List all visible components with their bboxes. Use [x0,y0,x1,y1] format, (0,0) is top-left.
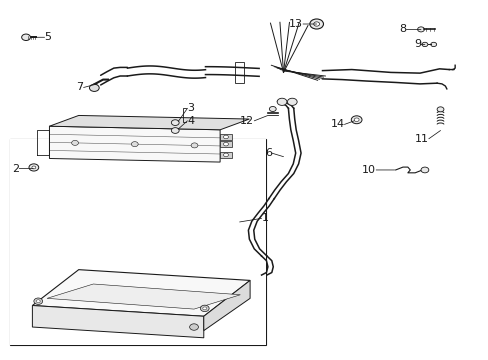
Circle shape [131,141,138,147]
Circle shape [309,19,323,29]
Polygon shape [47,284,240,309]
Polygon shape [203,280,249,330]
Circle shape [29,164,39,171]
Circle shape [350,116,361,124]
Circle shape [436,107,443,112]
Circle shape [171,120,179,126]
Circle shape [277,98,286,105]
Circle shape [36,300,40,303]
Text: 9: 9 [413,40,420,49]
Text: 7: 7 [76,82,83,93]
Text: 8: 8 [398,24,406,35]
Circle shape [203,307,206,310]
Circle shape [313,22,319,26]
Text: 10: 10 [362,165,375,175]
Circle shape [34,298,42,305]
Circle shape [32,166,36,169]
Circle shape [430,42,436,46]
Text: 14: 14 [330,120,344,129]
Bar [10,139,266,345]
Circle shape [223,153,228,157]
Bar [220,141,232,147]
Text: 1: 1 [261,213,268,223]
Circle shape [223,135,228,139]
Circle shape [189,324,198,330]
Text: 2: 2 [12,163,19,174]
Text: 6: 6 [264,148,271,158]
Polygon shape [49,126,220,162]
Circle shape [269,107,276,112]
Circle shape [89,84,99,91]
Circle shape [72,140,78,145]
Text: 12: 12 [240,116,254,126]
Circle shape [353,118,358,122]
Polygon shape [49,116,249,130]
Circle shape [420,167,428,173]
Text: 3: 3 [187,103,194,113]
Text: 11: 11 [414,134,428,144]
Polygon shape [32,306,203,338]
Text: 4: 4 [187,116,194,126]
Circle shape [223,142,228,146]
Circle shape [287,98,297,105]
Bar [220,152,232,158]
Polygon shape [32,270,249,316]
Circle shape [191,143,198,148]
Bar [220,134,232,140]
Circle shape [200,305,209,312]
Text: 5: 5 [44,32,51,42]
Text: 13: 13 [288,19,303,29]
Bar [234,62,244,83]
Bar [10,139,266,345]
Circle shape [21,34,30,41]
Circle shape [171,128,179,134]
Circle shape [417,27,424,32]
Circle shape [421,42,427,46]
